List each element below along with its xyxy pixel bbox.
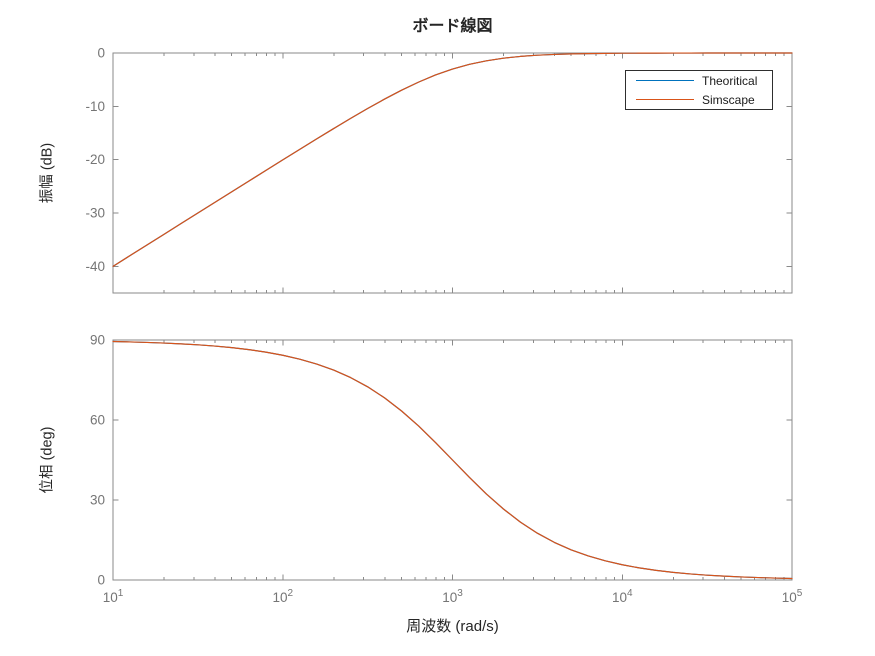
y-tick-label: 60 — [90, 413, 105, 428]
y-tick-label: -20 — [85, 152, 105, 167]
figure-title: ボード線図 — [412, 18, 493, 35]
x-tick-label: 103 — [442, 588, 463, 605]
legend-entry-theoretical: Theoritical — [626, 71, 772, 90]
phase-y-axis-label: 位相 (deg) — [39, 426, 56, 494]
y-tick-label: -30 — [85, 206, 105, 221]
x-tick-label: 104 — [612, 588, 633, 605]
simscape-line-sample — [636, 99, 694, 100]
x-tick-label: 102 — [272, 588, 293, 605]
frequency-x-axis-label: 周波数 (rad/s) — [406, 618, 499, 635]
y-tick-label: 90 — [90, 333, 105, 348]
y-tick-label: 0 — [97, 573, 105, 588]
legend-entry-simscape: Simscape — [626, 90, 772, 109]
y-tick-label: -40 — [85, 259, 105, 274]
magnitude-subplot: 0 -10 -20 -30 -40 — [85, 46, 793, 294]
legend-label-simscape: Simscape — [702, 92, 755, 107]
theoretical-line-sample — [636, 80, 694, 81]
magnitude-y-axis-label: 振幅 (dB) — [39, 142, 56, 204]
legend-label-theoretical: Theoritical — [702, 73, 758, 88]
x-tick-label: 105 — [782, 588, 803, 605]
y-tick-label: 0 — [97, 46, 105, 61]
magnitude-subplot-curve-simscape — [112, 52, 793, 267]
phase-subplot-curve-simscape — [112, 340, 793, 580]
x-tick-label: 101 — [103, 588, 124, 605]
y-tick-label: -10 — [85, 99, 105, 114]
legend-box: Theoritical Simscape — [625, 70, 773, 110]
y-tick-label: 30 — [90, 493, 105, 508]
